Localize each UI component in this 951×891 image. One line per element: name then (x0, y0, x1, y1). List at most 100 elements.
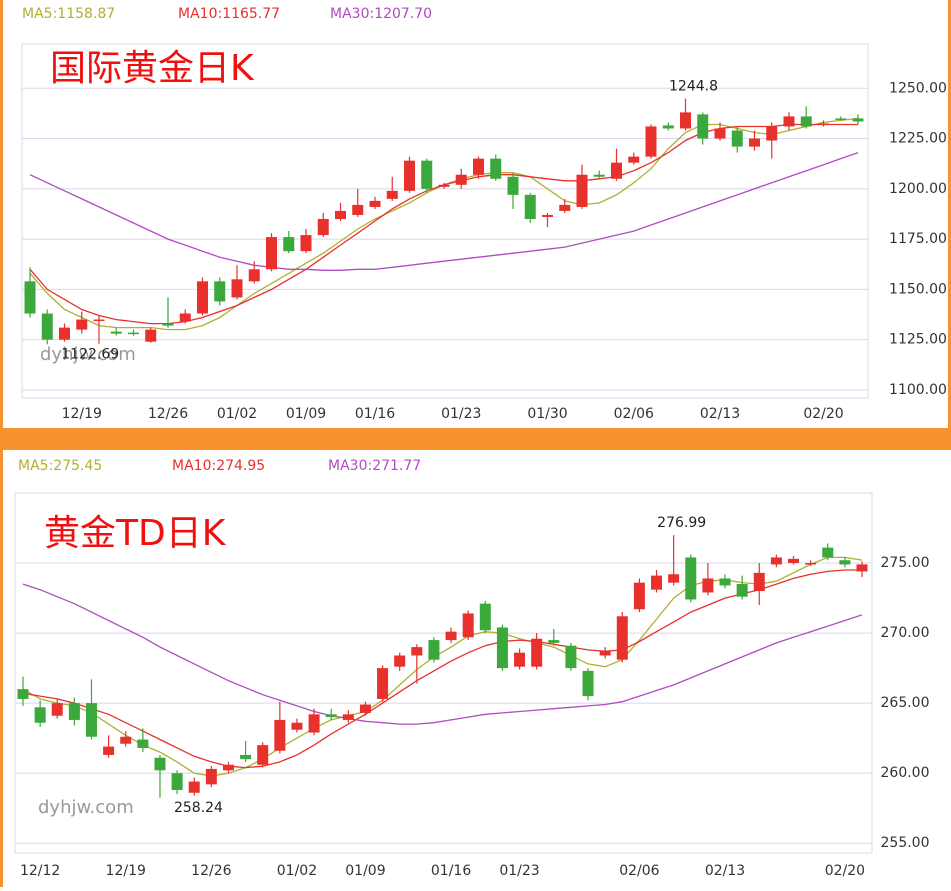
candle-body (835, 118, 847, 120)
x-tick-label: 02/20 (803, 406, 843, 422)
candle-body (685, 557, 697, 600)
candle-body (291, 722, 303, 730)
candle-body (514, 652, 526, 667)
candle-body (852, 118, 864, 122)
max-label: 276.99 (657, 515, 706, 531)
x-tick-label: 01/23 (499, 863, 539, 879)
min-label: 258.24 (174, 800, 223, 816)
candle-body (822, 547, 834, 558)
candle-body (421, 160, 433, 189)
candle-body (559, 204, 571, 211)
candle-body (369, 200, 381, 207)
candle-body (770, 557, 782, 565)
candle-body (576, 174, 588, 207)
candle-body (257, 745, 269, 765)
candle-body (628, 156, 640, 163)
candle-body (800, 116, 812, 127)
y-tick-label: 265.00 (881, 695, 930, 711)
x-tick-label: 01/23 (441, 406, 481, 422)
candle-body (214, 281, 226, 302)
y-tick-label: 260.00 (881, 765, 930, 781)
x-tick-label: 01/16 (355, 406, 395, 422)
candle-body (51, 703, 63, 716)
candle-body (93, 319, 105, 322)
x-tick-label: 12/19 (62, 406, 102, 422)
candle-body (377, 668, 389, 699)
candle-body (137, 739, 149, 748)
candle-body (352, 204, 364, 215)
legend-entry: MA30:271.77 (328, 458, 421, 474)
candle-body (222, 764, 234, 771)
candle-body (171, 773, 183, 790)
x-tick-label: 01/30 (527, 406, 567, 422)
candle-body (783, 116, 795, 127)
candle-body (342, 714, 354, 720)
candle-body (120, 736, 132, 744)
candle-body (240, 754, 252, 760)
candle-body (542, 214, 553, 217)
candle-body (736, 584, 748, 597)
y-tick-label: 1150.00 (889, 281, 947, 297)
candle-body (325, 714, 337, 718)
candle-body (154, 757, 166, 771)
candle-body (231, 279, 243, 298)
candle-body (599, 651, 611, 656)
candle-body (749, 138, 760, 147)
candle-body (565, 645, 577, 669)
legend-entry: MA30:1207.70 (330, 6, 432, 22)
candle-body (411, 647, 423, 656)
candle-body (128, 332, 139, 335)
x-tick-label: 01/16 (431, 863, 471, 879)
y-tick-label: 1175.00 (889, 231, 947, 247)
x-tick-label: 02/13 (700, 406, 740, 422)
candle-body (593, 174, 605, 177)
y-tick-label: 255.00 (881, 835, 930, 851)
candle-body (662, 125, 674, 129)
watermark: dyhjw.com (40, 344, 136, 365)
candle-body (731, 130, 743, 147)
x-tick-label: 12/26 (148, 406, 188, 422)
candle-body (788, 558, 800, 564)
candle-body (274, 719, 286, 751)
candle-body (548, 640, 560, 643)
plot-frame (14, 492, 873, 854)
y-tick-label: 275.00 (881, 555, 930, 571)
candle-body (76, 319, 88, 330)
candle-body (616, 616, 628, 660)
max-label: 1244.8 (669, 79, 718, 95)
x-tick-label: 02/13 (705, 863, 745, 879)
candle-body (266, 237, 277, 270)
panel-border (948, 0, 951, 430)
candle-body (41, 313, 53, 340)
candle-body (386, 190, 398, 199)
candle-body (633, 582, 645, 610)
ma-line (29, 123, 858, 325)
candle-body (651, 575, 663, 590)
y-tick-label: 1100.00 (889, 382, 947, 398)
ma-line (22, 569, 862, 769)
ma-line (29, 117, 859, 331)
x-tick-label: 01/09 (286, 406, 326, 422)
candle-body (611, 162, 622, 179)
candle-body (394, 655, 406, 667)
candle-body (59, 327, 70, 340)
candle-body (702, 578, 714, 593)
candle-body (462, 613, 474, 638)
candle-body (428, 640, 440, 660)
legend-entry: MA5:275.45 (18, 458, 102, 474)
candle-body (697, 114, 709, 139)
candle-body (85, 703, 97, 737)
panel-separator (0, 428, 951, 450)
legend-entry: MA10:274.95 (172, 458, 265, 474)
candle-body (308, 714, 320, 733)
watermark: dyhjw.com (38, 797, 134, 818)
candle-body (300, 235, 312, 252)
candle-body (839, 560, 851, 565)
candle-body (359, 704, 371, 713)
candle-body (317, 218, 329, 236)
x-tick-label: 01/09 (345, 863, 385, 879)
candle-body (335, 210, 346, 219)
candle-body (145, 329, 157, 342)
